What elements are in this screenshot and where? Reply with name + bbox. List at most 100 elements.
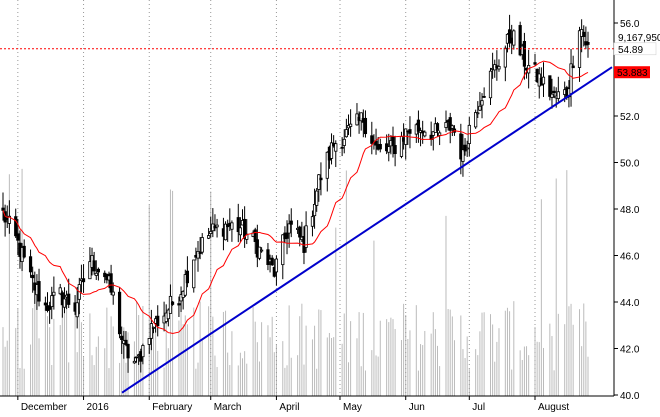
candle-body [48, 305, 52, 310]
candle-body [459, 133, 463, 160]
candle-body [156, 315, 160, 327]
candle-body [243, 218, 247, 239]
candle-body [28, 256, 33, 273]
candle-body [488, 70, 493, 99]
candle-body [223, 223, 228, 241]
candle-body [96, 268, 100, 273]
x-tick-label: Jul [472, 402, 485, 412]
candle-body [88, 261, 92, 280]
candle-body [482, 95, 486, 98]
candle-body [126, 343, 130, 359]
candle-body [274, 258, 279, 273]
ma-value-box [614, 66, 650, 79]
candle-body [253, 229, 257, 242]
candle-body [185, 270, 190, 284]
candle-body [438, 132, 442, 136]
candle-body [257, 246, 262, 259]
candle-body [266, 249, 270, 265]
candle-body [435, 123, 440, 131]
y-tick-label: 46.0 [620, 252, 640, 263]
candle-body [315, 190, 319, 206]
candle-body [166, 309, 170, 320]
candle-body [192, 259, 196, 289]
candle-body [556, 91, 560, 99]
candle-body [50, 295, 54, 308]
candle-body [342, 138, 346, 146]
candle-body [298, 226, 302, 238]
candle-body [319, 177, 323, 181]
trendline [121, 66, 613, 394]
x-tick-label: April [279, 402, 299, 412]
moving-average [2, 60, 589, 335]
last-price-box [613, 42, 657, 56]
y-tick-label: 50.0 [620, 159, 640, 170]
y-tick-label: 42.0 [620, 345, 640, 356]
y-tick-label: 52.0 [620, 112, 640, 123]
candle-body [416, 119, 421, 132]
candle-body [304, 225, 308, 248]
candle-body [170, 301, 175, 305]
candle-body [281, 234, 285, 266]
x-tick-label: February [152, 402, 192, 412]
candle-body [22, 245, 26, 258]
candle-body [120, 335, 124, 341]
candle-body [552, 90, 556, 94]
x-tick-label: May [343, 402, 362, 412]
x-tick-label: Jun [409, 402, 425, 412]
candle-body [476, 112, 480, 115]
candle-body [238, 227, 242, 236]
candle-body [124, 339, 128, 345]
volume-bars [2, 168, 589, 396]
candle-body [431, 131, 435, 136]
candle-body [325, 151, 329, 179]
trendline-line [121, 66, 613, 394]
candle-body [423, 131, 427, 137]
candle-body [444, 122, 448, 128]
candle-body [512, 30, 516, 46]
candle-body [334, 143, 338, 152]
candle-body [230, 222, 234, 230]
candle-body [448, 117, 452, 131]
candle-body [503, 47, 507, 68]
candle-body [378, 143, 382, 150]
candle-body [259, 249, 264, 252]
candle-body [200, 237, 204, 253]
candle-body [147, 338, 151, 345]
candle-body [1, 207, 5, 211]
candle-body [533, 62, 537, 65]
candle-body [518, 25, 522, 56]
candle-body [374, 140, 378, 146]
candle-body [391, 136, 395, 146]
y-tick-label: 48.0 [620, 205, 640, 216]
candle-body [393, 145, 397, 155]
x-tick-label: August [538, 402, 569, 412]
candle-body [62, 298, 67, 308]
candle-body [149, 323, 153, 339]
candle-body [236, 217, 240, 233]
candle-body [480, 100, 484, 106]
candle-body [310, 216, 315, 227]
candle-body [183, 274, 187, 296]
candle-body [408, 129, 412, 134]
candle-body [43, 302, 47, 306]
price-candles [1, 14, 590, 373]
x-tick-label: December [21, 402, 68, 412]
x-tick-label: March [214, 402, 242, 412]
candle-body [109, 273, 113, 293]
candle-body [507, 29, 512, 44]
candle-body [329, 142, 334, 159]
candle-body [168, 295, 173, 314]
candle-body [67, 293, 71, 305]
candle-body [206, 235, 211, 239]
candle-body [141, 345, 145, 358]
candle-body [359, 112, 363, 122]
candle-body [92, 260, 96, 272]
y-tick-label: 56.0 [620, 19, 640, 30]
candle-body [522, 41, 527, 67]
candle-body [177, 303, 181, 306]
candle-body [16, 233, 20, 241]
candle-body [94, 272, 98, 276]
candle-body [344, 129, 348, 138]
